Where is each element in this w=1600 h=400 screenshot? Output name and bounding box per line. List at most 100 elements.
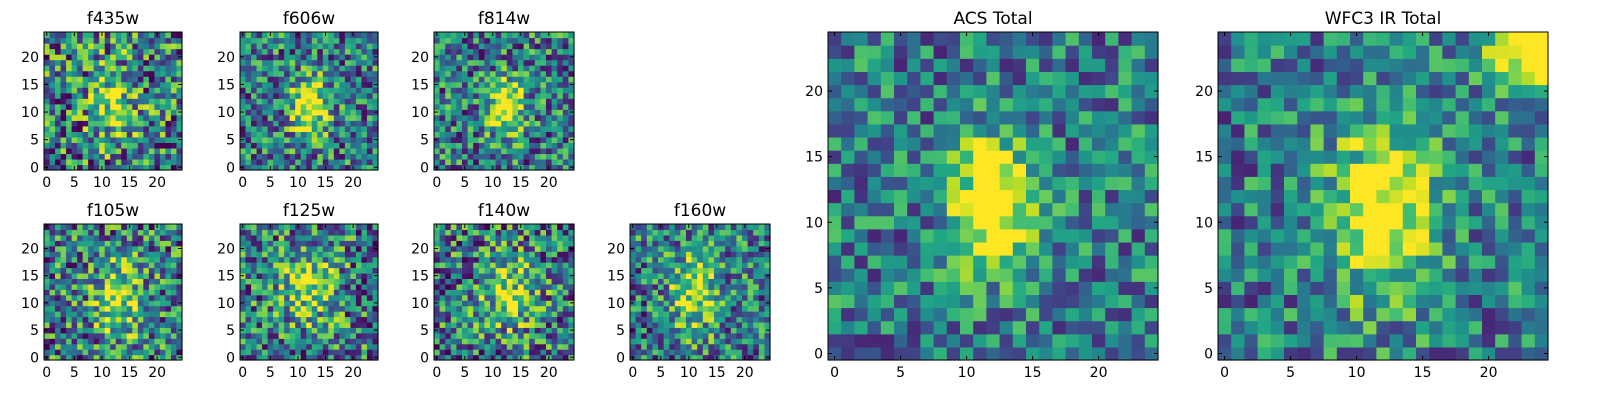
heatmap-cell [546, 92, 553, 99]
heatmap-cell [753, 262, 760, 269]
heatmap-cell [473, 153, 480, 160]
heatmap-cell [495, 92, 502, 99]
heatmap-cell [501, 125, 508, 132]
heatmap-cell [518, 98, 525, 105]
heatmap-cell [148, 267, 155, 274]
heatmap-cell [669, 294, 676, 301]
heatmap-cell [176, 59, 183, 66]
heatmap-cell [55, 272, 62, 279]
heatmap-cell [93, 327, 100, 334]
heatmap-cell [1026, 346, 1040, 361]
heatmap-cell [333, 76, 340, 83]
heatmap-cell [137, 54, 144, 61]
heatmap-cell [333, 32, 340, 39]
heatmap-cell [49, 354, 56, 361]
heatmap-cell [339, 142, 346, 149]
heatmap-cell [82, 103, 89, 110]
heatmap-cell [278, 283, 285, 290]
heatmap-cell [245, 32, 252, 39]
heatmap-cell [170, 229, 178, 236]
heatmap-cell [450, 48, 457, 55]
heatmap-cell [55, 54, 62, 61]
heatmap-cell [82, 289, 89, 296]
heatmap-cell [841, 202, 855, 217]
heatmap-cell [278, 256, 285, 263]
heatmap-cell [104, 48, 111, 55]
heatmap-cell [445, 59, 452, 66]
heatmap-cell [478, 114, 485, 121]
heatmap-cell [99, 54, 106, 61]
heatmap-cell [339, 37, 346, 44]
heatmap-cell [523, 224, 530, 231]
heatmap-cell [306, 349, 313, 356]
heatmap-cell [60, 70, 67, 77]
heatmap-cell [697, 256, 704, 263]
heatmap-cell [854, 346, 869, 361]
heatmap-cell [165, 289, 172, 296]
heatmap-cell [306, 81, 313, 88]
heatmap-cell [295, 262, 302, 269]
heatmap-cell [490, 267, 497, 274]
heatmap-cell [110, 262, 117, 269]
heatmap-cell [137, 164, 144, 171]
heatmap-cell [71, 229, 78, 236]
heatmap-cell [55, 65, 62, 72]
heatmap-cell [350, 332, 357, 339]
heatmap-cell [445, 76, 452, 83]
heatmap-cell [339, 332, 346, 339]
heatmap-cell [126, 109, 133, 116]
x-tick-label: 15 [708, 365, 726, 381]
heatmap-cell [1065, 202, 1080, 217]
heatmap-cell [240, 142, 247, 149]
heatmap-cell [562, 321, 569, 328]
heatmap-cell [121, 305, 128, 312]
heatmap-cell [361, 136, 368, 143]
heatmap-cell [467, 343, 474, 350]
heatmap-cell [854, 189, 869, 204]
heatmap-cell [641, 283, 648, 290]
heatmap-cell [355, 294, 363, 301]
heatmap-cell [284, 289, 291, 296]
heatmap-cell [110, 114, 117, 121]
heatmap-cell [529, 87, 536, 94]
heatmap-cell [115, 65, 122, 72]
heatmap-cell [251, 245, 258, 252]
heatmap-cell [663, 229, 670, 236]
heatmap-cell [501, 272, 508, 279]
heatmap-cell [262, 272, 269, 279]
heatmap-cell [66, 229, 73, 236]
heatmap-cell [71, 142, 78, 149]
heatmap-cell [154, 267, 161, 274]
heatmap-cell [143, 234, 150, 241]
heatmap-cell [529, 43, 536, 50]
heatmap-cell [121, 332, 128, 339]
heatmap-cell [55, 48, 62, 55]
heatmap-cell [170, 305, 178, 312]
heatmap-cell [311, 256, 318, 263]
heatmap-cell [245, 311, 252, 318]
heatmap-cell [450, 240, 457, 247]
heatmap-cell [534, 283, 541, 290]
heatmap-cell [77, 327, 84, 334]
heatmap-cell [518, 245, 525, 252]
heatmap-cell [317, 294, 324, 301]
heatmap-cell [719, 283, 726, 290]
heatmap-cell [300, 229, 307, 236]
heatmap-cell [540, 289, 547, 296]
heatmap-cell [49, 65, 56, 72]
heatmap-cell [176, 349, 183, 356]
heatmap-cell [355, 321, 363, 328]
heatmap-cell [110, 142, 117, 149]
heatmap-cell [77, 300, 84, 307]
heatmap-cell [758, 294, 765, 301]
heatmap-cell [99, 103, 106, 110]
heatmap-cell [372, 251, 379, 258]
heatmap-cell [691, 316, 698, 323]
heatmap-cell [121, 37, 128, 44]
heatmap-cell [523, 283, 530, 290]
heatmap-cell [501, 305, 508, 312]
heatmap-cell [372, 70, 379, 77]
heatmap-cell [742, 289, 749, 296]
heatmap-cell [267, 147, 274, 155]
heatmap-cell [322, 54, 329, 61]
